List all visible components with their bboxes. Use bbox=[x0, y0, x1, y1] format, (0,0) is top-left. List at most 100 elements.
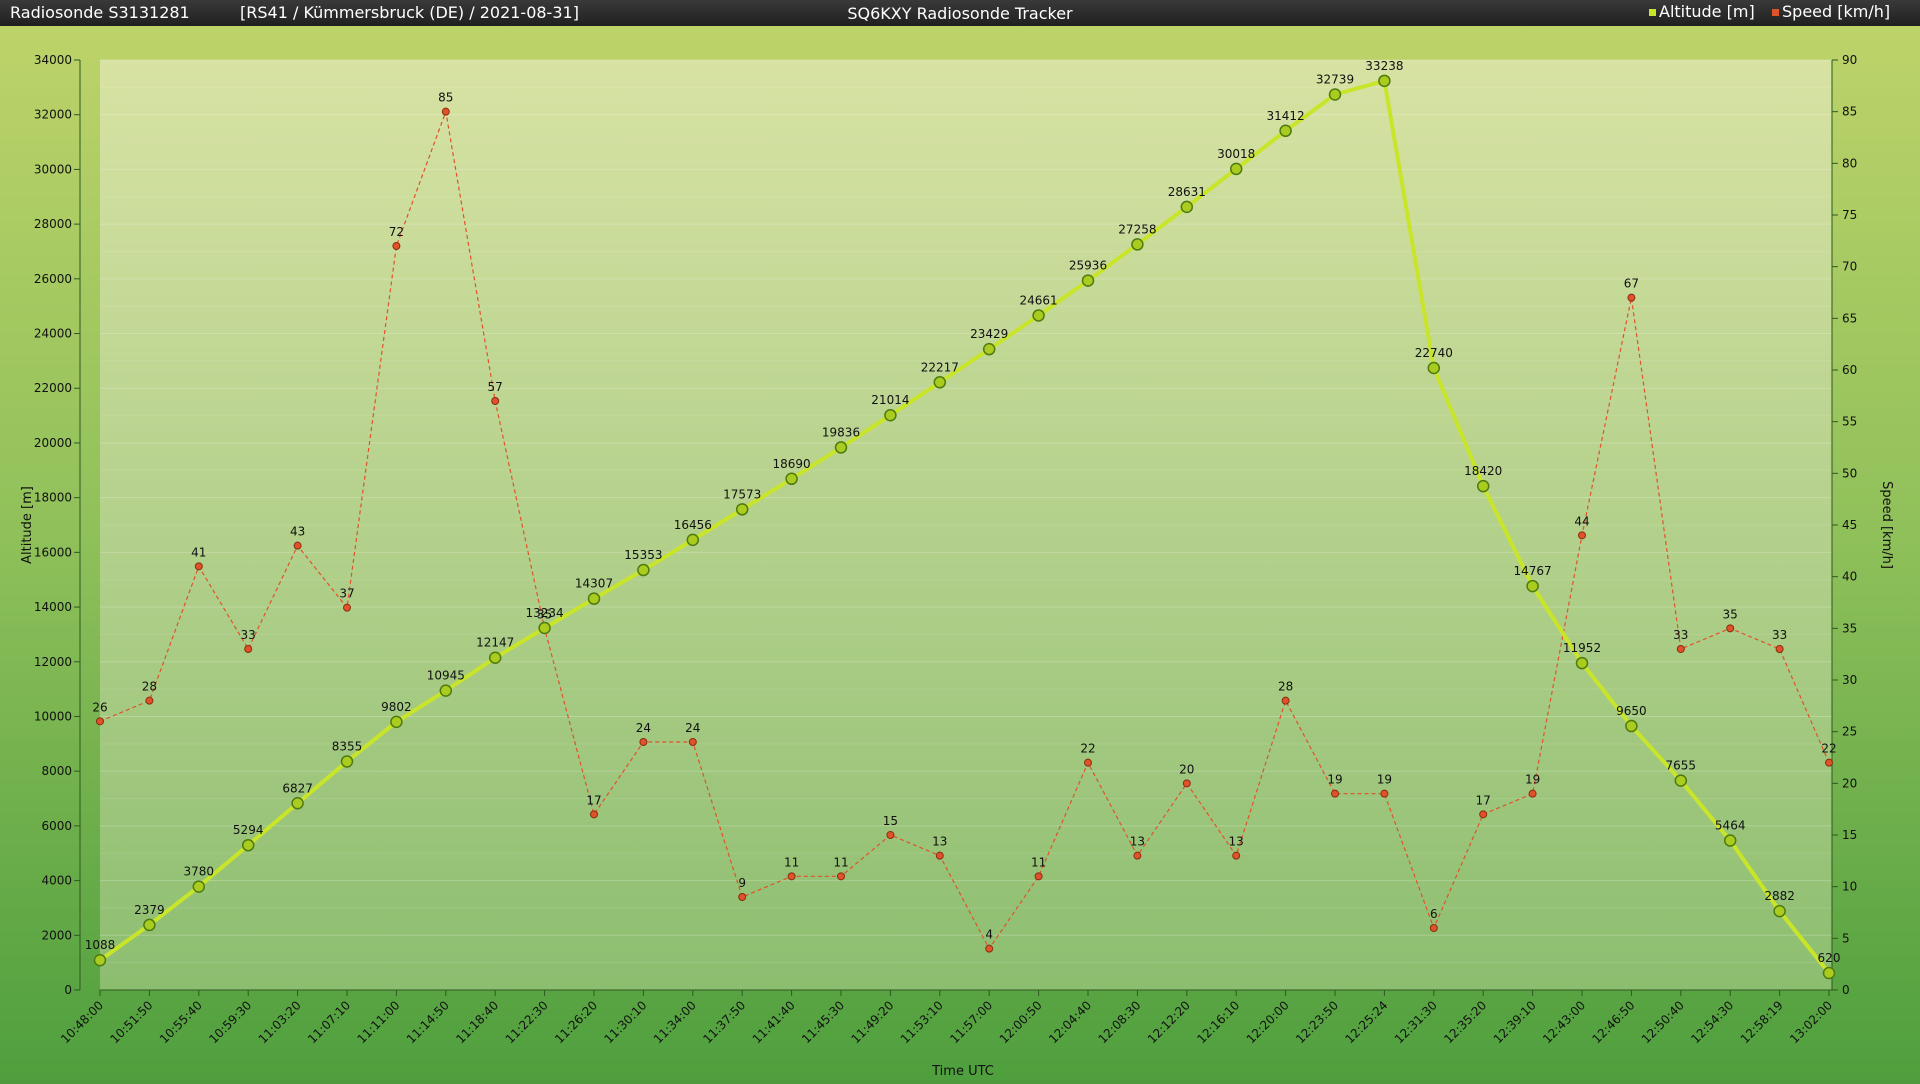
speed-data-label: 22 bbox=[1080, 742, 1095, 756]
altitude-data-label: 22217 bbox=[921, 360, 959, 374]
left-tick-label: 0 bbox=[64, 983, 72, 997]
speed-data-label: 19 bbox=[1327, 773, 1342, 787]
altitude-point bbox=[982, 342, 996, 356]
left-tick-label: 28000 bbox=[34, 217, 72, 231]
altitude-point bbox=[1476, 479, 1490, 493]
left-tick-label: 12000 bbox=[34, 655, 72, 669]
altitude-data-label: 28631 bbox=[1168, 185, 1206, 199]
speed-point bbox=[1775, 645, 1784, 653]
speed-point bbox=[392, 242, 401, 250]
right-axis-ticks: 0 5 10 15 20 25 30 35 40 45 50 55 60 65 70 75 80 85 90 bbox=[1832, 53, 1857, 997]
speed-point bbox=[1676, 645, 1685, 653]
speed-data-label: 33 bbox=[241, 628, 256, 642]
right-tick-label: 35 bbox=[1842, 621, 1857, 635]
speed-data-label: 22 bbox=[1821, 742, 1836, 756]
legend-speed-swatch bbox=[1772, 9, 1779, 16]
altitude-point bbox=[1575, 656, 1589, 670]
legend: Altitude [m] Speed [km/h] bbox=[1649, 2, 1890, 21]
altitude-point bbox=[1674, 774, 1688, 787]
speed-data-label: 57 bbox=[488, 380, 503, 394]
speed-point bbox=[194, 562, 203, 571]
left-tick-label: 24000 bbox=[34, 327, 72, 341]
altitude-data-label: 23429 bbox=[970, 327, 1008, 341]
altitude-data-label: 5464 bbox=[1715, 819, 1746, 833]
left-tick-label: 8000 bbox=[41, 764, 72, 778]
right-tick-label: 85 bbox=[1842, 105, 1857, 119]
right-tick-label: 75 bbox=[1842, 208, 1857, 222]
speed-data-label: 33 bbox=[1673, 628, 1688, 642]
speed-point bbox=[1084, 758, 1092, 767]
altitude-point bbox=[143, 918, 156, 932]
altitude-series: 1088 2379 3780 5294 6827 8355 9802 10945 12147 13… bbox=[85, 59, 1840, 980]
speed-data-label: 13 bbox=[1229, 835, 1244, 849]
altitude-data-label: 14307 bbox=[575, 577, 613, 591]
altitude-point bbox=[884, 408, 897, 422]
left-tick-label: 14000 bbox=[34, 600, 72, 614]
altitude-data-label: 12147 bbox=[476, 636, 514, 650]
speed-point bbox=[1825, 758, 1833, 767]
right-tick-label: 15 bbox=[1842, 828, 1857, 842]
speed-point bbox=[837, 872, 845, 881]
speed-data-label: 72 bbox=[389, 225, 404, 239]
right-tick-label: 70 bbox=[1842, 260, 1857, 274]
speed-point bbox=[145, 696, 154, 705]
speed-data-label: 15 bbox=[883, 814, 898, 828]
speed-point bbox=[244, 645, 253, 653]
speed-data-label: 11 bbox=[784, 855, 799, 869]
speed-point bbox=[590, 810, 598, 819]
right-tick-label: 20 bbox=[1842, 776, 1857, 790]
altitude-point bbox=[340, 755, 354, 768]
speed-data-label: 28 bbox=[1278, 680, 1293, 694]
left-tick-label: 16000 bbox=[34, 545, 72, 559]
altitude-point bbox=[1328, 88, 1342, 101]
right-tick-label: 5 bbox=[1842, 931, 1850, 945]
speed-point bbox=[1578, 531, 1586, 540]
speed-data-label: 28 bbox=[142, 680, 157, 694]
speed-point bbox=[1034, 872, 1043, 881]
plot-area bbox=[100, 60, 1832, 990]
altitude-point bbox=[241, 838, 255, 852]
speed-point bbox=[787, 872, 796, 881]
altitude-point bbox=[1229, 162, 1243, 176]
left-tick-label: 32000 bbox=[34, 108, 72, 122]
altitude-data-label: 32739 bbox=[1316, 72, 1354, 86]
altitude-point bbox=[735, 503, 749, 516]
altitude-data-label: 22740 bbox=[1415, 346, 1453, 360]
speed-point bbox=[1429, 924, 1438, 932]
altitude-point bbox=[1822, 966, 1836, 980]
altitude-data-label: 9802 bbox=[381, 700, 412, 714]
altitude-data-label: 31412 bbox=[1267, 109, 1305, 123]
left-tick-label: 20000 bbox=[34, 436, 72, 450]
page-title: SQ6KXY Radiosonde Tracker bbox=[847, 4, 1073, 23]
altitude-point bbox=[637, 563, 650, 577]
speed-point bbox=[738, 893, 747, 901]
altitude-data-label: 14767 bbox=[1514, 564, 1552, 578]
legend-speed-label: Speed [km/h] bbox=[1782, 2, 1890, 21]
right-tick-label: 45 bbox=[1842, 518, 1857, 532]
speed-data-label: 26 bbox=[92, 700, 107, 714]
altitude-data-label: 18420 bbox=[1464, 464, 1502, 478]
speed-point bbox=[688, 738, 697, 746]
header-bar bbox=[0, 0, 1920, 26]
right-tick-label: 10 bbox=[1842, 880, 1857, 894]
speed-series: 26 28 41 33 43 37 72 85 57 35 17 24 24 9 11 11 15 13 4 11 22… bbox=[92, 91, 1837, 953]
speed-data-label: 9 bbox=[738, 876, 746, 890]
altitude-data-label: 30018 bbox=[1217, 147, 1255, 161]
speed-point bbox=[1380, 789, 1389, 798]
altitude-data-label: 11952 bbox=[1563, 641, 1601, 655]
speed-point bbox=[1528, 789, 1537, 798]
altitude-data-label: 16456 bbox=[674, 518, 712, 532]
left-tick-label: 22000 bbox=[34, 381, 72, 395]
speed-point bbox=[1281, 696, 1290, 705]
left-tick-label: 4000 bbox=[41, 874, 72, 888]
left-axis-ticks: 0 2000 4000 6000 8000 10000 12000 14000 16000 180… bbox=[34, 53, 80, 997]
altitude-point bbox=[1723, 834, 1737, 847]
speed-point bbox=[293, 541, 302, 550]
speed-point bbox=[1232, 851, 1241, 860]
altitude-point bbox=[390, 715, 403, 729]
y-axis-left-label: Altitude [m] bbox=[20, 486, 35, 564]
altitude-data-label: 9650 bbox=[1616, 704, 1647, 718]
speed-point bbox=[1726, 624, 1735, 633]
altitude-point bbox=[439, 684, 453, 697]
